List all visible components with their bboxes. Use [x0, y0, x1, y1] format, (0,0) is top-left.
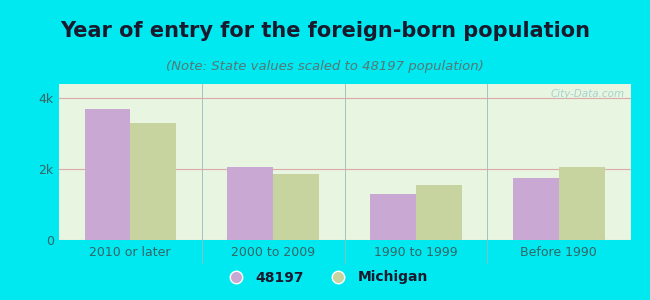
Bar	[416, 185, 462, 240]
Bar	[227, 167, 273, 240]
Text: City-Data.com: City-Data.com	[551, 89, 625, 99]
Bar	[513, 178, 559, 240]
Text: (Note: State values scaled to 48197 population): (Note: State values scaled to 48197 popu…	[166, 60, 484, 73]
Bar	[370, 194, 416, 240]
Bar	[273, 174, 318, 240]
Bar	[559, 167, 604, 240]
Bar	[130, 123, 176, 240]
Bar	[84, 109, 130, 240]
Text: Year of entry for the foreign-born population: Year of entry for the foreign-born popul…	[60, 21, 590, 41]
Legend: 48197, Michigan: 48197, Michigan	[216, 265, 434, 290]
